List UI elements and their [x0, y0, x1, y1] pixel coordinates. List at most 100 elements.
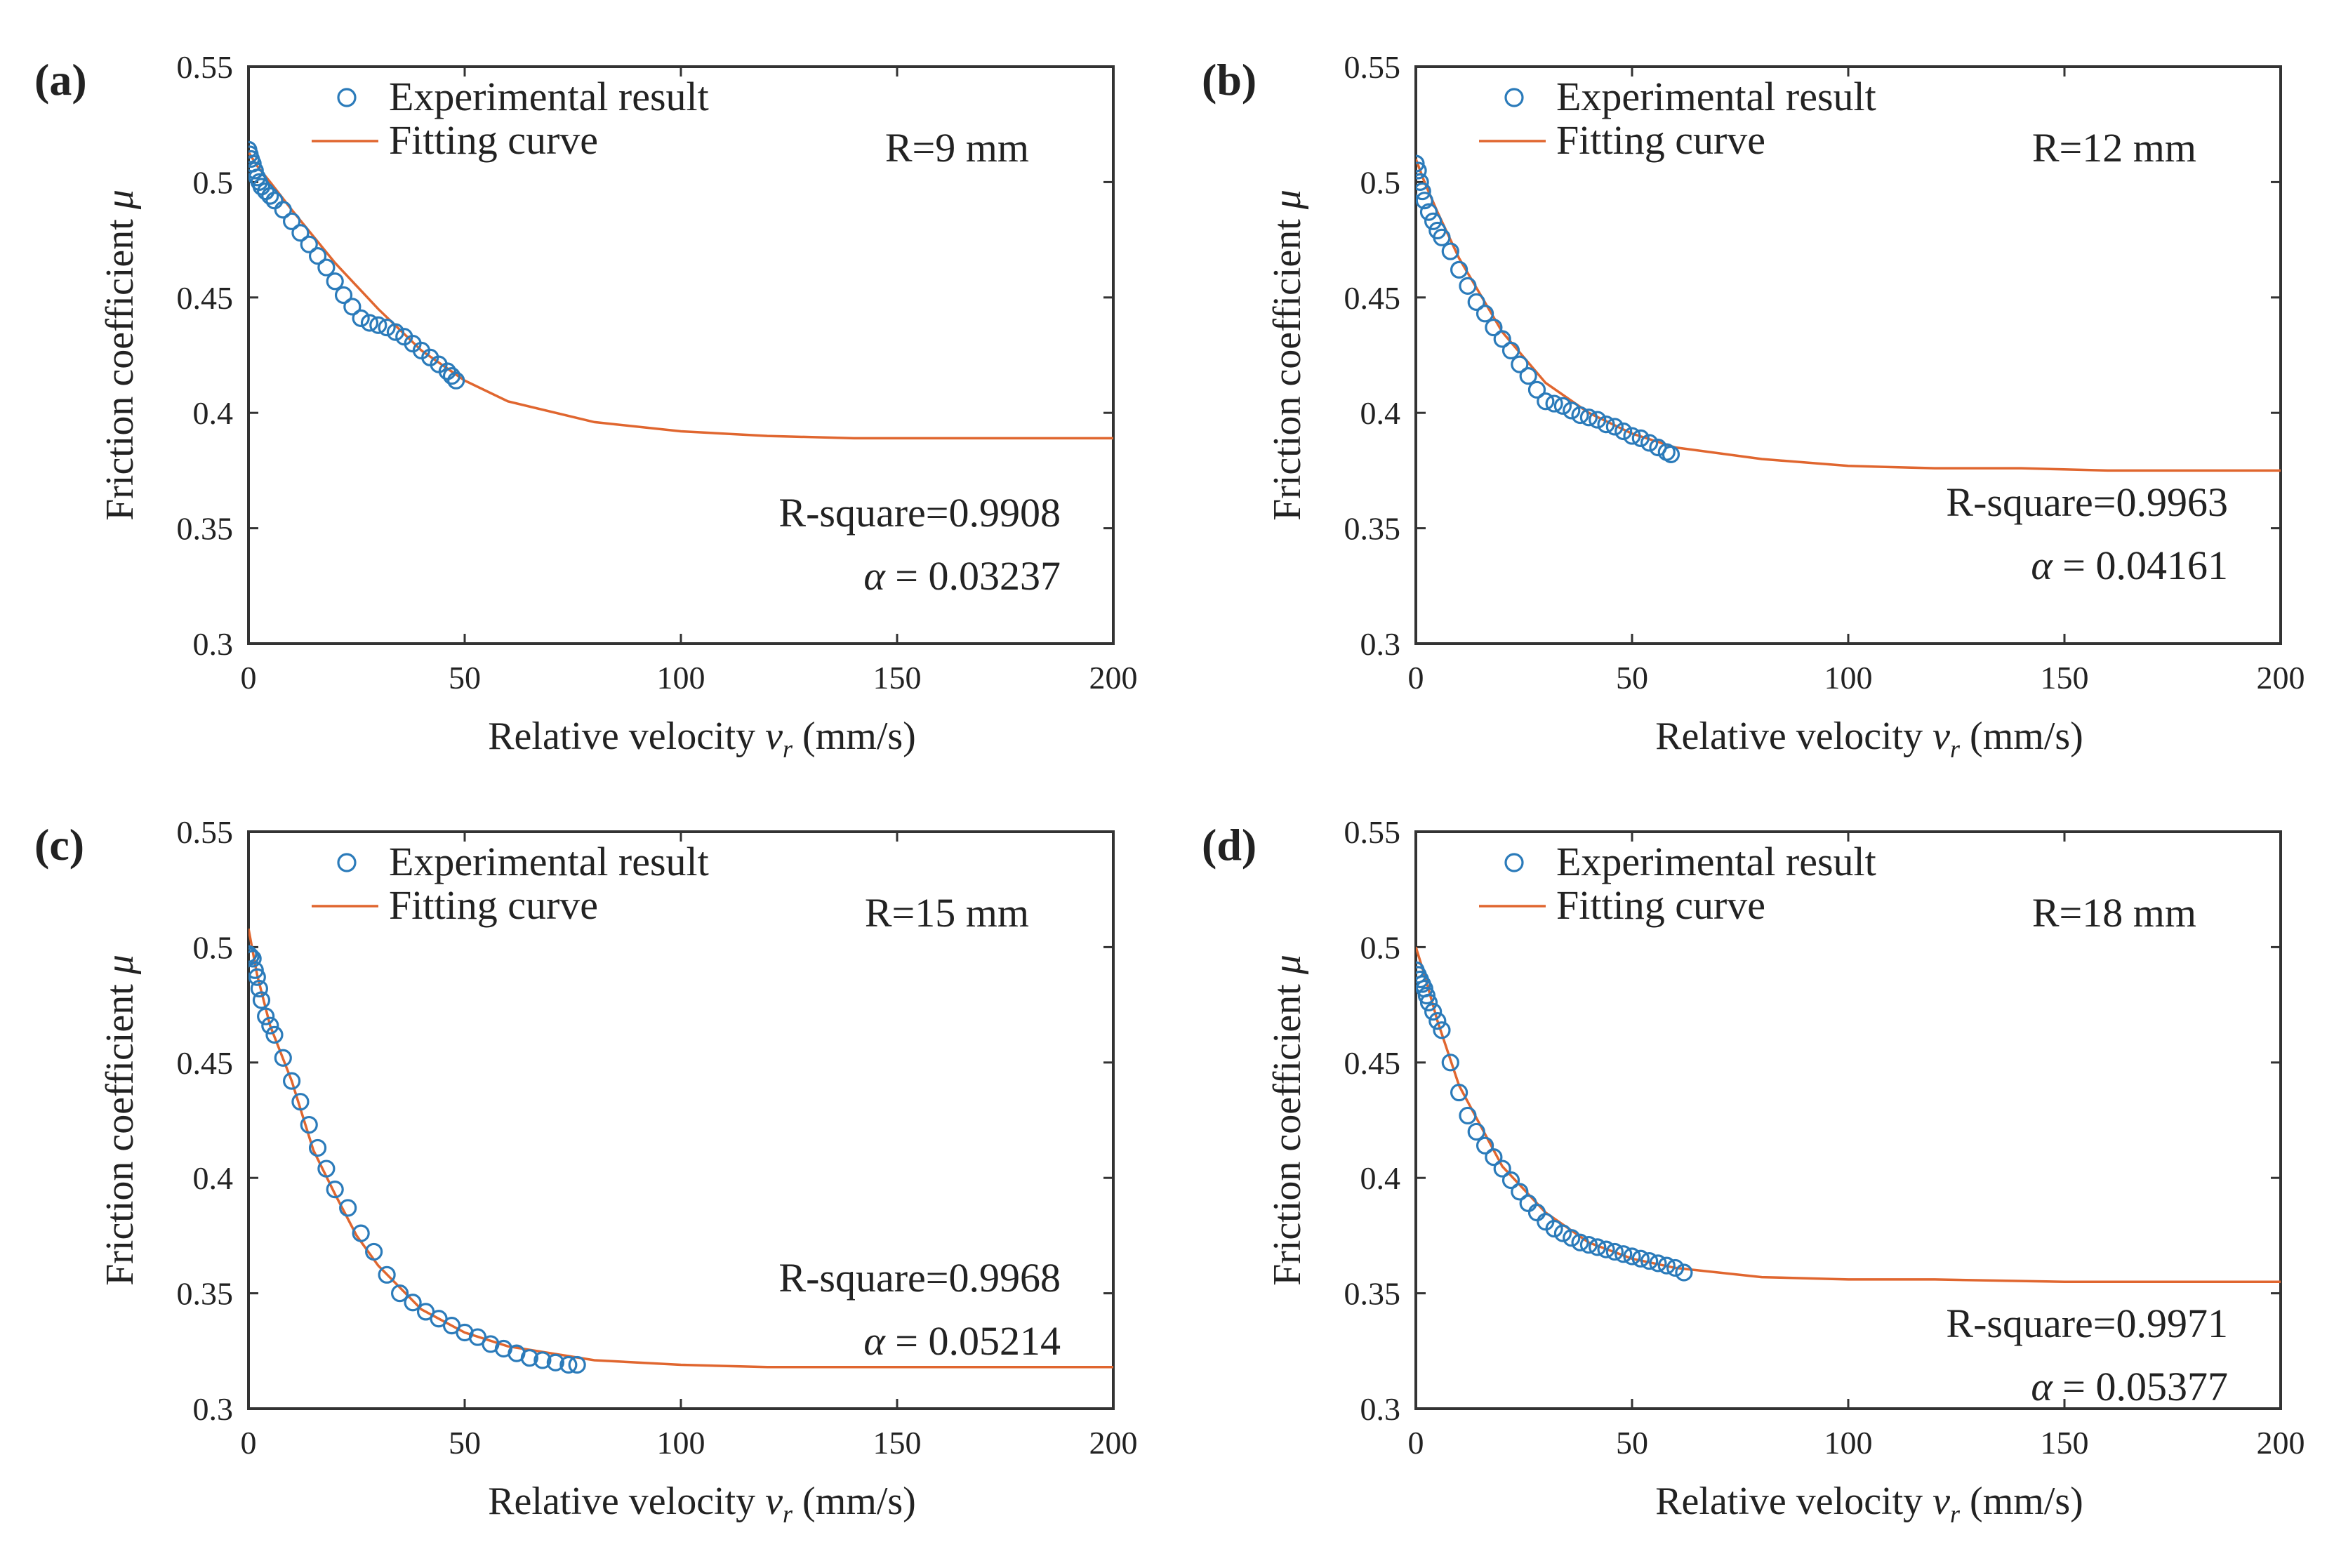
x-tick-label: 100: [1824, 660, 1873, 696]
x-axis-unit: (mm/s): [793, 1480, 916, 1523]
x-axis-subscript: r: [1950, 735, 1961, 763]
experimental-point: [1631, 429, 1650, 447]
y-tick-label: 0.4: [1360, 1160, 1401, 1196]
x-axis-unit: (mm/s): [1960, 715, 2083, 758]
experimental-point: [261, 1016, 279, 1035]
radius-annotation: R=9 mm: [885, 125, 1029, 171]
experimental-point: [1545, 1219, 1563, 1238]
legend-entry-fitting: Fitting curve: [389, 117, 598, 163]
x-tick-label: 150: [2041, 660, 2089, 696]
legend-marker-symbol: [1504, 88, 1524, 107]
y-axis-symbol: μ: [1266, 190, 1309, 210]
legend-marker-symbol: [337, 88, 357, 107]
y-tick-label: 0.4: [193, 1160, 234, 1196]
y-tick-label: 0.45: [177, 1045, 234, 1081]
legend-entry-experimental: Experimental result: [1556, 74, 1876, 119]
experimental-point: [546, 1353, 564, 1371]
experimental-point: [568, 1355, 586, 1374]
experimental-point: [248, 945, 258, 963]
x-axis-subscript: r: [783, 1500, 793, 1528]
x-tick-label: 100: [1824, 1425, 1873, 1461]
alpha-annotation: α = 0.03237: [863, 553, 1061, 599]
experimental-point: [352, 309, 370, 327]
experimental-point: [404, 1294, 422, 1312]
experimental-point: [1675, 1263, 1693, 1282]
x-tick-label: 0: [241, 660, 257, 696]
experimental-point: [1419, 993, 1438, 1011]
x-axis-symbol: v: [1932, 715, 1950, 758]
experimental-point: [533, 1351, 552, 1369]
experimental-point: [1571, 1233, 1589, 1251]
experimental-point: [1553, 1224, 1572, 1242]
legend-marker-symbol: [337, 853, 357, 872]
x-axis-label: Relative velocity vr (mm/s): [1655, 1480, 2083, 1528]
experimental-point: [291, 1093, 310, 1111]
experimental-point: [520, 1349, 539, 1367]
experimental-point: [1433, 1021, 1451, 1039]
experimental-point: [291, 224, 310, 242]
experimental-point: [369, 316, 387, 334]
y-tick-label: 0.5: [1360, 929, 1401, 965]
x-tick-label: 200: [1089, 660, 1138, 696]
experimental-point: [1493, 1160, 1511, 1178]
y-tick-label: 0.5: [193, 929, 234, 965]
experimental-point: [1441, 1054, 1459, 1072]
experimental-point: [1416, 173, 1429, 191]
y-tick-label: 0.3: [1360, 626, 1401, 662]
y-tick-label: 0.35: [177, 511, 234, 547]
chart-panel: 0 50 100 150 200 0.3 0.35 0.4 0.45 0.5 0.55 Relativ…: [34, 814, 1138, 1528]
experimental-point: [365, 1242, 383, 1261]
x-tick-label: 100: [657, 1425, 705, 1461]
experimental-point: [559, 1355, 578, 1374]
experimental-point: [1614, 1245, 1633, 1263]
chart-panel: 0 50 100 150 200 0.3 0.35 0.4 0.45 0.5 0.55 Relativ…: [1202, 49, 2305, 763]
experimental-point: [1527, 380, 1546, 399]
legend-entry-fitting: Fitting curve: [389, 882, 598, 928]
y-axis-label-text: Friction coefficient: [98, 209, 142, 521]
legend-entry-experimental: Experimental result: [389, 839, 709, 884]
experimental-point: [252, 991, 271, 1009]
y-axis-label: Friction coefficient μ: [1266, 190, 1309, 521]
x-axis-label: Relative velocity vr (mm/s): [1655, 715, 2083, 763]
experimental-point: [1527, 1203, 1546, 1222]
experimental-point: [317, 258, 336, 277]
experimental-point: [257, 1007, 275, 1025]
experimental-point: [1589, 1238, 1607, 1256]
experimental-point: [1419, 203, 1438, 221]
experimental-point: [265, 192, 284, 210]
legend-entry-fitting: Fitting curve: [1556, 882, 1765, 928]
experimental-point: [442, 366, 461, 385]
experimental-point: [1605, 1242, 1624, 1261]
experimental-point: [1579, 408, 1598, 427]
alpha-value: = 0.03237: [885, 553, 1061, 599]
alpha-value: = 0.05214: [885, 1318, 1061, 1364]
experimental-point: [1553, 397, 1572, 415]
x-tick-label: 0: [241, 1425, 257, 1461]
experimental-point: [248, 961, 264, 979]
x-axis-symbol: v: [1932, 1480, 1950, 1523]
panel-label: (c): [34, 820, 84, 870]
experimental-point: [1662, 445, 1680, 463]
experimental-point: [1657, 1256, 1676, 1275]
plot-area: [1416, 154, 2281, 472]
alpha-annotation: α = 0.04161: [2031, 543, 2228, 588]
experimental-point: [308, 247, 327, 265]
experimental-point: [352, 1224, 370, 1242]
experimental-point: [1501, 1171, 1520, 1190]
experimental-point: [1640, 1251, 1659, 1270]
experimental-point: [326, 272, 344, 291]
experimental-point: [308, 1138, 327, 1157]
r-square-annotation: R-square=0.9908: [778, 490, 1061, 536]
x-axis-symbol: v: [765, 715, 783, 758]
r-square-annotation: R-square=0.9968: [778, 1255, 1061, 1301]
alpha-annotation: α = 0.05377: [2031, 1364, 2228, 1409]
experimental-point: [339, 1199, 357, 1217]
plot-area: [1416, 946, 2281, 1283]
experimental-point: [1640, 434, 1659, 452]
legend-entry-experimental: Experimental result: [1556, 839, 1876, 884]
y-tick-label: 0.35: [1344, 1276, 1401, 1312]
experimental-point: [378, 1265, 396, 1284]
y-axis-label-text: Friction coefficient: [1266, 209, 1309, 521]
y-tick-label: 0.55: [1344, 49, 1401, 85]
experimental-point: [390, 1284, 409, 1303]
